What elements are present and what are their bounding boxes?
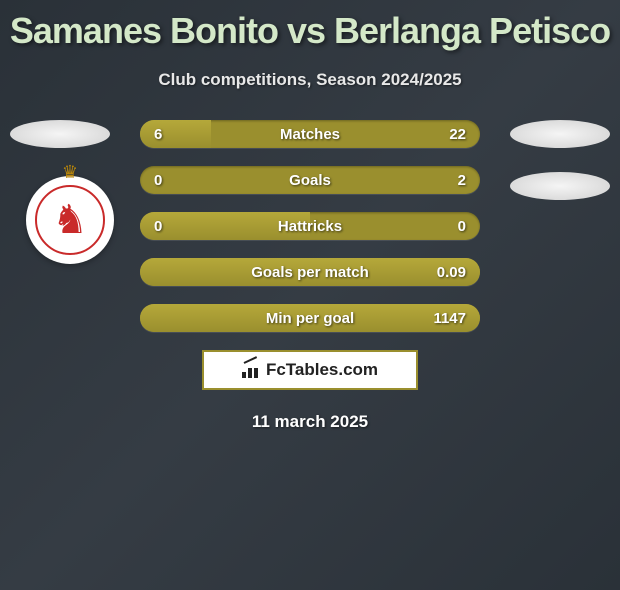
stat-label: Hattricks xyxy=(140,218,480,235)
content-area: ♛ ♞ 6 Matches 22 0 Goals 2 0 Hattricks 0… xyxy=(0,120,620,432)
stat-right-value: 22 xyxy=(449,126,466,143)
lion-icon: ♞ xyxy=(52,200,88,240)
stat-label: Goals xyxy=(140,172,480,189)
stat-right-value: 1147 xyxy=(433,310,466,327)
page-subtitle: Club competitions, Season 2024/2025 xyxy=(0,70,620,90)
stat-label: Min per goal xyxy=(140,310,480,327)
ellipse-decoration-right-2 xyxy=(510,172,610,200)
brand-text: FcTables.com xyxy=(266,360,378,380)
stat-row-goals-per-match: Goals per match 0.09 xyxy=(140,258,480,286)
stat-label: Goals per match xyxy=(140,264,480,281)
stat-row-min-per-goal: Min per goal 1147 xyxy=(140,304,480,332)
stat-right-value: 0 xyxy=(458,218,466,235)
chart-icon xyxy=(242,362,260,378)
page-title: Samanes Bonito vs Berlanga Petisco xyxy=(0,10,620,52)
stat-row-matches: 6 Matches 22 xyxy=(140,120,480,148)
stat-row-hattricks: 0 Hattricks 0 xyxy=(140,212,480,240)
ellipse-decoration-right-1 xyxy=(510,120,610,148)
club-badge-ring: ♞ xyxy=(35,185,105,255)
crown-icon: ♛ xyxy=(62,162,78,183)
stat-row-goals: 0 Goals 2 xyxy=(140,166,480,194)
date-label: 11 march 2025 xyxy=(0,412,620,432)
stat-right-value: 0.09 xyxy=(437,264,466,281)
stats-area: 6 Matches 22 0 Goals 2 0 Hattricks 0 Goa… xyxy=(140,120,480,332)
brand-box: FcTables.com xyxy=(202,350,418,390)
stat-right-value: 2 xyxy=(458,172,466,189)
ellipse-decoration-left-1 xyxy=(10,120,110,148)
stat-label: Matches xyxy=(140,126,480,143)
club-badge: ♛ ♞ xyxy=(26,176,114,264)
